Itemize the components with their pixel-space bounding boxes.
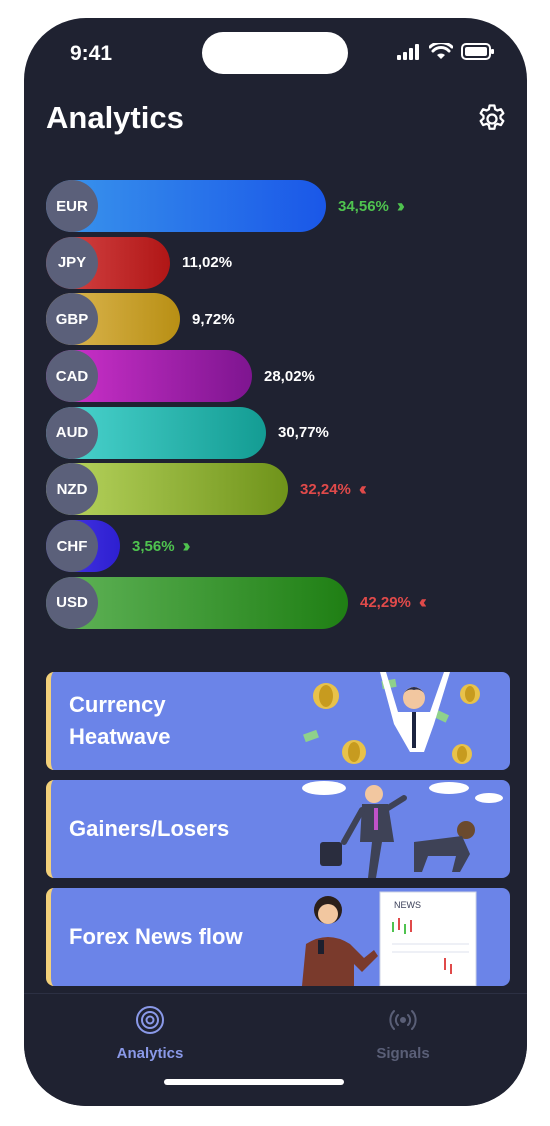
change-value: 3,56% ››	[132, 520, 191, 572]
card-title-line2: Heatwave	[69, 724, 171, 749]
percent-label: 3,56%	[132, 537, 175, 555]
currency-strength-list: EUR 34,56% ›› JPY 11,02% GBP 9,72% CAD 2…	[46, 180, 516, 634]
currency-heatwave-card[interactable]: Currency Heatwave	[46, 672, 510, 770]
tab-signals[interactable]: Signals	[333, 1004, 473, 1062]
currency-row-nzd[interactable]: NZD 32,24% ‹‹	[46, 463, 516, 516]
card-title: Forex News flow	[69, 924, 243, 949]
change-value: 11,02%	[182, 237, 232, 289]
currency-badge: JPY	[46, 236, 98, 289]
tab-label: Signals	[376, 1045, 430, 1062]
currency-badge: NZD	[46, 463, 98, 516]
percent-label: 42,29%	[360, 594, 411, 612]
status-time: 9:41	[70, 42, 113, 65]
currency-row-aud[interactable]: AUD 30,77%	[46, 406, 516, 459]
percent-label: 9,72%	[192, 310, 235, 328]
news-sign-text: NEWS	[394, 900, 421, 910]
percent-label: 11,02%	[182, 254, 233, 272]
currency-badge: GBP	[46, 293, 98, 346]
currency-row-jpy[interactable]: JPY 11,02%	[46, 236, 516, 289]
bottom-tab-bar: Analytics Signals	[24, 993, 527, 1106]
currency-badge: AUD	[46, 406, 98, 459]
home-indicator[interactable]	[164, 1079, 344, 1085]
percent-label: 28,02%	[264, 367, 315, 385]
battery-icon	[461, 43, 494, 60]
double-chevron-right-icon: ››	[182, 535, 191, 556]
running-businessmen-illustration	[302, 781, 503, 878]
card-title: Gainers/Losers	[69, 816, 230, 841]
currency-badge: USD	[46, 576, 98, 629]
feature-cards: Currency Heatwave Gainers/Losers	[46, 672, 510, 996]
currency-badge: EUR	[46, 180, 98, 232]
cellular-signal-icon	[397, 43, 419, 60]
card-title: Currency Heatwave	[69, 689, 171, 753]
currency-row-usd[interactable]: USD 42,29% ‹‹	[46, 576, 516, 629]
percent-label: 30,77%	[278, 424, 329, 442]
change-value: 32,24% ‹‹	[300, 463, 367, 515]
currency-row-cad[interactable]: CAD 28,02%	[46, 350, 516, 403]
wifi-icon	[429, 43, 453, 59]
news-reporter-illustration: NEWS	[302, 891, 477, 986]
gainers-losers-card[interactable]: Gainers/Losers	[46, 780, 510, 878]
target-icon	[136, 1006, 164, 1034]
change-value: 9,72%	[192, 293, 235, 345]
currency-badge: CAD	[46, 350, 98, 403]
tab-label: Analytics	[116, 1045, 184, 1062]
change-value: 42,29% ‹‹	[360, 577, 427, 629]
change-value: 28,02%	[264, 350, 315, 402]
percent-label: 32,24%	[300, 480, 351, 498]
change-value: 30,77%	[278, 407, 329, 459]
percent-label: 34,56%	[338, 197, 389, 215]
double-chevron-left-icon: ‹‹	[358, 478, 367, 499]
currency-row-gbp[interactable]: GBP 9,72%	[46, 293, 516, 346]
double-chevron-left-icon: ‹‹	[418, 592, 427, 613]
card-title-line1: Currency	[69, 692, 166, 717]
gear-icon[interactable]	[475, 102, 509, 136]
change-value: 34,56% ››	[338, 180, 405, 232]
status-icons	[397, 43, 495, 60]
double-chevron-right-icon: ››	[396, 195, 405, 216]
currency-row-eur[interactable]: EUR 34,56% ››	[46, 180, 516, 232]
page-title: Analytics	[46, 100, 184, 135]
dynamic-island	[202, 32, 348, 74]
celebrating-man-coins-illustration	[303, 672, 480, 764]
forex-news-flow-card[interactable]: Forex News flow NEWS	[46, 888, 510, 986]
currency-badge: CHF	[46, 520, 98, 573]
currency-row-chf[interactable]: CHF 3,56% ››	[46, 520, 516, 573]
broadcast-icon	[389, 1010, 417, 1030]
phone-screen: 9:41 Analytics EUR 34,56% ›	[24, 18, 527, 1106]
tab-analytics[interactable]: Analytics	[80, 1004, 220, 1062]
